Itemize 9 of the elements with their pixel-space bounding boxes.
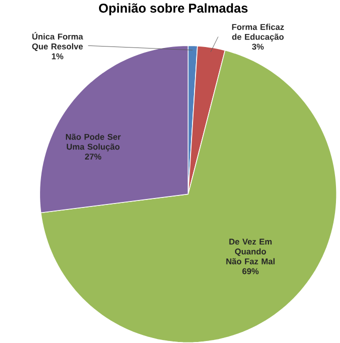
data-label: 27% [85,154,102,160]
data-label: 69% [242,268,259,274]
slice-label: De Vez Em Quando Não Faz Mal [226,238,275,264]
data-label: 1% [52,53,64,60]
data-label: 3% [252,44,264,50]
slice-label: Única Forma Que Resolve [32,32,84,51]
slice-label: Não Pode Ser Uma Solução [66,134,121,152]
slice-label: Forma Eficaz de Educação [232,24,284,42]
chart-title: Opinião sobre Palmadas [99,3,248,16]
